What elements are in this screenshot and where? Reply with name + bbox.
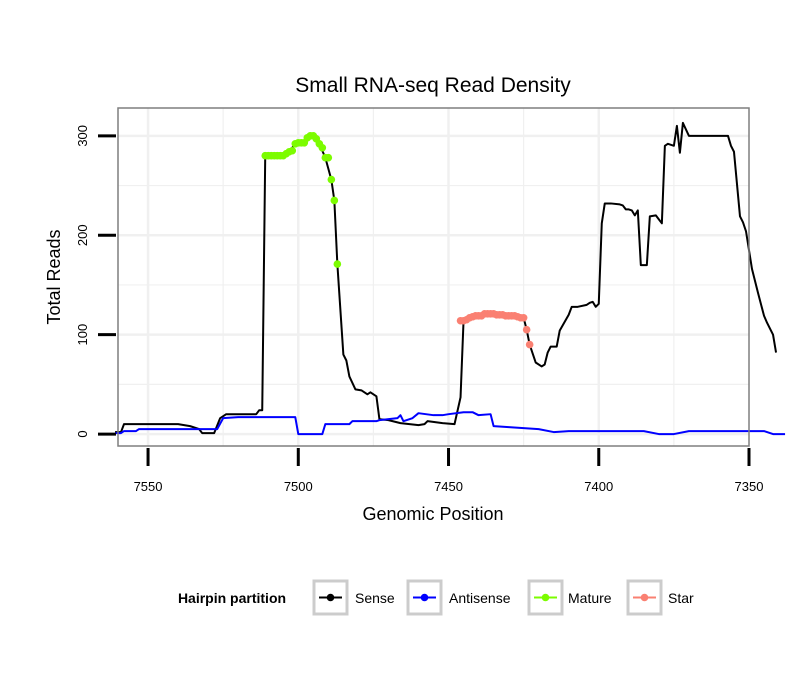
x-tick-label: 7550 — [134, 479, 163, 494]
data-point-mature — [333, 260, 342, 268]
panel-border — [117, 107, 750, 447]
data-point-mature — [288, 146, 297, 155]
legend-label: Antisense — [449, 590, 511, 606]
data-series — [115, 121, 786, 436]
data-point-star — [519, 313, 528, 322]
legend-key-marker — [420, 593, 429, 602]
legend-label: Sense — [355, 590, 395, 606]
data-point-star — [522, 325, 531, 334]
legend-item-sense: Sense — [312, 579, 395, 616]
data-point-mature — [318, 143, 327, 152]
x-axis-label: Genomic Position — [362, 504, 503, 524]
y-tick-label: 200 — [75, 224, 90, 246]
legend-item-mature: Mature — [527, 579, 612, 616]
y-axis-label: Total Reads — [44, 229, 64, 324]
data-point-mature — [330, 196, 339, 205]
chart-title: Small RNA-seq Read Density — [295, 74, 571, 97]
legend-key-marker — [640, 593, 649, 602]
plot-panel — [115, 107, 786, 447]
x-tick-label: 7400 — [584, 479, 613, 494]
grid-lines — [118, 108, 749, 446]
x-tick-label: 7450 — [434, 479, 463, 494]
legend-label: Mature — [568, 590, 612, 606]
x-tick-label: 7500 — [284, 479, 313, 494]
legend-title: Hairpin partition — [178, 590, 286, 606]
panel-background — [118, 108, 749, 446]
legend: Hairpin partition Sense Antisense Mature St… — [178, 579, 694, 616]
legend-key-marker — [541, 593, 550, 602]
series-line-antisense — [115, 411, 786, 436]
legend-label: Star — [668, 590, 694, 606]
y-tick-label: 100 — [75, 324, 90, 346]
y-axis: 0 100 200 300 — [75, 125, 116, 438]
y-tick-label: 300 — [75, 125, 90, 147]
y-tick-label: 0 — [75, 430, 90, 437]
data-point-star — [525, 340, 534, 349]
x-axis: 7550 7500 7450 7400 7350 — [134, 448, 764, 494]
x-tick-label: 7350 — [735, 479, 764, 494]
legend-item-antisense: Antisense — [406, 579, 511, 616]
legend-key-marker — [326, 593, 335, 602]
data-point-mature — [324, 153, 333, 162]
data-point-mature — [327, 175, 336, 184]
legend-item-star: Star — [626, 579, 694, 616]
